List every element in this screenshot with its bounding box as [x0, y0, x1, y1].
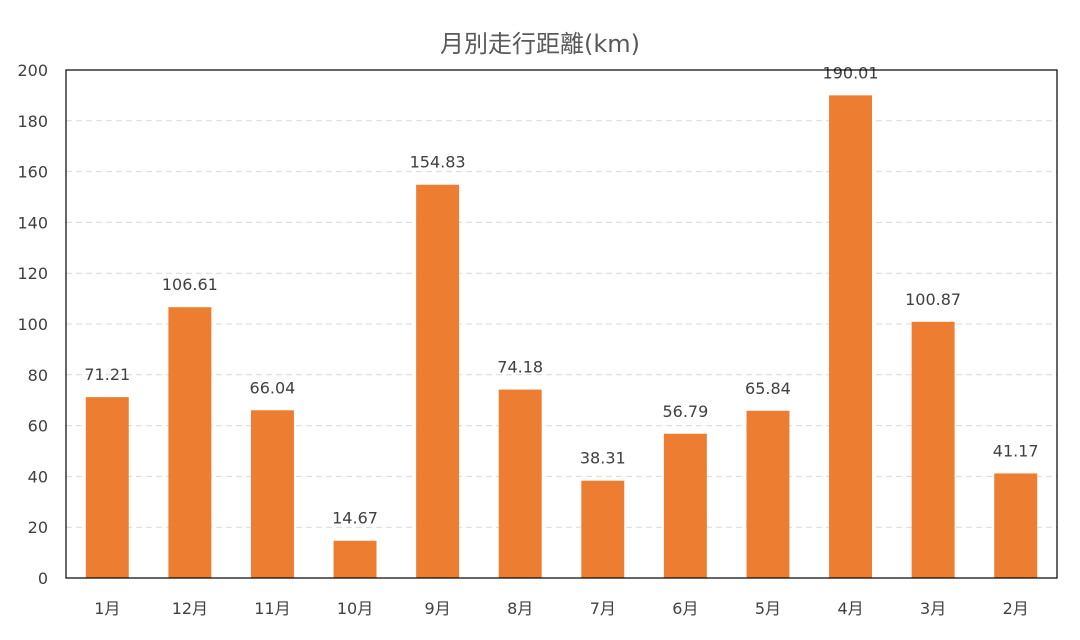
bar: [168, 307, 212, 578]
x-tick-label: 4月: [837, 599, 863, 618]
y-tick-label: 60: [28, 417, 48, 436]
y-tick-label: 160: [17, 163, 48, 182]
data-label: 154.83: [410, 153, 466, 172]
gridlines: [66, 120, 1057, 528]
x-tick-label: 5月: [755, 599, 781, 618]
y-tick-label: 80: [28, 366, 48, 385]
y-tick-label: 20: [28, 518, 48, 537]
y-tick-label: 100: [17, 315, 48, 334]
data-label: 41.17: [993, 441, 1039, 460]
bar: [663, 433, 707, 578]
data-label: 38.31: [580, 449, 626, 468]
y-tick-label: 140: [17, 213, 48, 232]
bar: [250, 410, 294, 578]
y-tick-label: 180: [17, 112, 48, 131]
bar: [994, 473, 1038, 578]
x-tick-label: 11月: [254, 599, 290, 618]
bar: [746, 410, 790, 578]
x-tick-label: 10月: [337, 599, 373, 618]
data-label: 66.04: [250, 378, 296, 397]
y-tick-label: 200: [17, 61, 48, 80]
data-label: 74.18: [497, 358, 543, 377]
bars: [85, 95, 1038, 578]
data-label: 65.84: [745, 379, 791, 398]
bar: [416, 184, 460, 578]
data-label: 71.21: [84, 365, 130, 384]
bar: [498, 389, 542, 578]
y-tick-label: 0: [38, 569, 48, 588]
bar: [85, 397, 129, 578]
data-label: 56.79: [662, 402, 708, 421]
data-label: 14.67: [332, 509, 378, 528]
x-tick-label: 8月: [507, 599, 533, 618]
x-axis-ticks: 1月 12月 11月 10月 9月 8月 7月 6月 5月 4月 3月 2月: [94, 599, 1029, 618]
data-labels: 71.21 106.61 66.04 14.67 154.83 74.18 38.31 56.…: [84, 63, 1038, 527]
x-tick-label: 12月: [172, 599, 208, 618]
plot-frame: [65, 69, 1058, 579]
data-label: 106.61: [162, 275, 218, 294]
data-label: 100.87: [905, 290, 961, 309]
y-axis-ticks: 0 20 40 60 80 100 120 140 160 180 200: [17, 61, 48, 588]
bar: [333, 540, 377, 578]
x-tick-label: 2月: [1003, 599, 1029, 618]
data-label: 190.01: [823, 63, 879, 82]
x-tick-label: 6月: [672, 599, 698, 618]
chart-title: 月別走行距離(km): [440, 30, 640, 58]
x-tick-label: 1月: [94, 599, 120, 618]
bar: [829, 95, 873, 578]
x-tick-label: 7月: [590, 599, 616, 618]
bar: [581, 480, 625, 578]
x-tick-label: 3月: [920, 599, 946, 618]
x-tick-label: 9月: [425, 599, 451, 618]
bar: [911, 321, 955, 578]
y-tick-label: 40: [28, 467, 48, 486]
y-tick-label: 120: [17, 264, 48, 283]
